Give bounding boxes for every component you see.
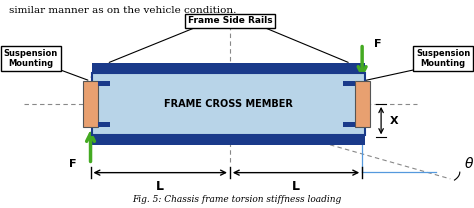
FancyBboxPatch shape [98,81,110,86]
FancyBboxPatch shape [343,122,355,127]
FancyBboxPatch shape [83,81,98,127]
FancyBboxPatch shape [343,81,355,86]
FancyBboxPatch shape [98,122,110,127]
Text: similar manner as on the vehicle condition.: similar manner as on the vehicle conditi… [9,6,237,15]
Text: FRAME CROSS MEMBER: FRAME CROSS MEMBER [164,99,293,109]
Text: Fig. 5: Chassis frame torsion stiffness loading: Fig. 5: Chassis frame torsion stiffness … [132,195,342,204]
FancyBboxPatch shape [92,135,365,145]
FancyBboxPatch shape [92,63,365,73]
Text: Suspension
Mounting: Suspension Mounting [416,48,470,68]
Text: X: X [390,116,398,126]
Text: F: F [374,39,382,49]
Text: Frame Side Rails: Frame Side Rails [188,16,272,25]
Text: Suspension
Mounting: Suspension Mounting [4,48,58,68]
FancyBboxPatch shape [92,73,365,135]
FancyBboxPatch shape [355,81,370,127]
Text: L: L [292,180,300,193]
Text: L: L [156,180,164,193]
Text: θ: θ [465,157,473,171]
Text: F: F [69,159,76,169]
